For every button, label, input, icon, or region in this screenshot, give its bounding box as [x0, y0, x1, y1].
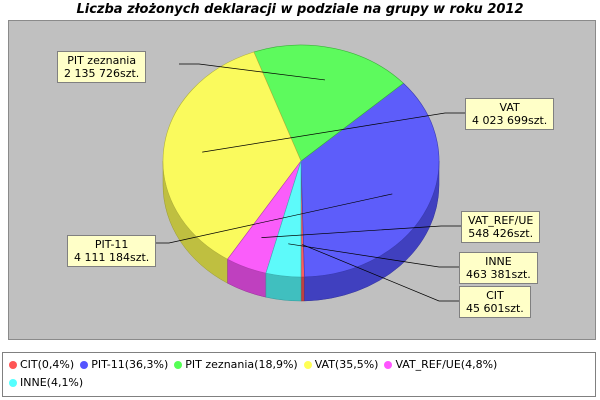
callout-vat-ref-ue: VAT_REF/UE 548 426szt.: [461, 211, 541, 243]
legend-item-pit-11: PIT-11(36,3%): [80, 356, 168, 374]
legend-item-inne: INNE(4,1%): [9, 374, 83, 392]
legend-label: INNE(4,1%): [20, 376, 84, 389]
legend-swatch: [303, 360, 312, 369]
callout-value: 548 426szt.: [468, 227, 534, 240]
legend-label: VAT_REF/UE(4,8%): [395, 358, 498, 371]
legend-label: PIT zeznania(18,9%): [185, 358, 298, 371]
pie-slice-inne: [265, 160, 302, 278]
legend-swatch: [9, 378, 17, 387]
callout-cit: CIT 45 601szt.: [459, 286, 531, 318]
callout-value: 4 111 184szt.: [74, 251, 150, 264]
pie-slice-vat: [162, 51, 302, 260]
legend-label: CIT(0,4%): [20, 358, 75, 371]
pie-slice-pit-zeznania: [253, 44, 404, 162]
callout-name: PIT-11: [94, 238, 129, 251]
leader-line-inne: [288, 243, 459, 268]
callout-name: CIT: [486, 289, 504, 302]
pie-side-inne: [265, 272, 302, 302]
leader-line-vat: [202, 112, 465, 153]
legend-item-pit-zeznania: PIT zeznania(18,9%): [174, 356, 298, 374]
legend-label: VAT(35,5%): [314, 358, 379, 371]
callout-value: 4 023 699szt.: [472, 114, 548, 127]
legend-label: PIT-11(36,3%): [91, 358, 169, 371]
callout-name: INNE: [485, 255, 512, 268]
legend-swatch: [174, 360, 183, 369]
legend-item-vat-ref-ue: VAT_REF/UE(4,8%): [384, 356, 497, 374]
chart-title: Liczba złożonych deklaracji w podziale n…: [76, 2, 524, 17]
legend-swatch: [80, 360, 89, 369]
pie-side-cit: [300, 276, 305, 302]
legend: CIT(0,4%) PIT-11(36,3%) PIT zeznania(18,9%…: [2, 352, 596, 397]
callout-name: VAT: [499, 101, 520, 114]
leader-line-pit-zeznania: [179, 63, 326, 81]
legend-swatch: [9, 360, 17, 369]
legend-swatch: [384, 360, 393, 369]
callout-inne: INNE 463 381szt.: [459, 252, 538, 284]
leader-line-cit: [302, 244, 459, 302]
callout-name: PIT zeznania: [67, 54, 137, 67]
pie-chart: [149, 44, 465, 302]
callout-value: 463 381szt.: [466, 268, 531, 281]
callout-pit-zeznania: PIT zeznania 2 135 726szt.: [57, 51, 147, 83]
callout-value: 2 135 726szt.: [64, 67, 140, 80]
callout-vat: VAT 4 023 699szt.: [465, 98, 555, 130]
legend-item-vat: VAT(35,5%): [303, 356, 379, 374]
callout-value: 45 601szt.: [466, 302, 524, 315]
leader-line-vat-ref-ue: [261, 225, 461, 238]
callout-name: VAT_REF/UE: [468, 214, 534, 227]
pie-top: [162, 44, 440, 278]
callout-pit-11: PIT-11 4 111 184szt.: [67, 235, 157, 267]
legend-item-cit: CIT(0,4%): [9, 356, 74, 374]
plot-area: PIT-11 4 111 184szt. PIT zeznania 2 135 …: [8, 20, 596, 340]
